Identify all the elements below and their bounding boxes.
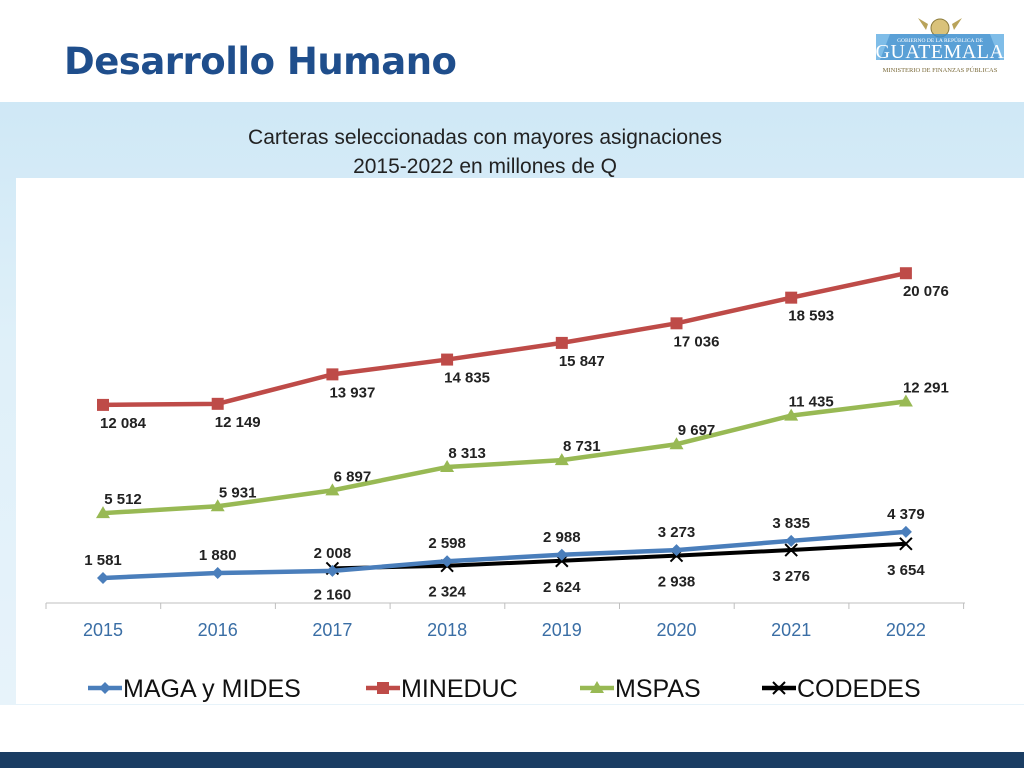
- x-axis: 2015 2016 2017 2018 2019 2020 2021 2022: [45, 602, 965, 640]
- legend-label: MINEDUC: [401, 675, 518, 703]
- data-point-diamond: [97, 571, 109, 584]
- x-tick-label: 2021: [771, 620, 811, 640]
- data-label: 2 624: [543, 579, 581, 596]
- legend-label: MAGA y MIDES: [123, 675, 301, 703]
- data-point-diamond: [899, 525, 912, 538]
- chart-subtitle: 2015-2022 en millones de Q: [353, 155, 617, 178]
- legend-label: CODEDES: [797, 675, 921, 703]
- data-label: 1 581: [84, 552, 122, 569]
- data-label: 12 291: [903, 379, 949, 396]
- legend-item-maga-y-mides: MAGA y MIDES: [88, 675, 301, 703]
- plot-area: [16, 178, 1024, 704]
- data-point-square: [555, 336, 568, 349]
- x-tick-label: 2016: [198, 620, 238, 640]
- data-label: 2 988: [543, 529, 581, 546]
- data-point-triangle: [554, 453, 569, 466]
- data-point-diamond: [555, 548, 568, 561]
- data-point-square: [326, 368, 339, 381]
- data-point-triangle: [325, 483, 340, 496]
- chart-title-block: Carteras seleccionadas con mayores asign…: [200, 123, 770, 181]
- series-line: [332, 541, 907, 571]
- data-label: 2 598: [428, 535, 466, 552]
- data-point-square: [785, 291, 798, 304]
- data-label: 4 379: [887, 506, 925, 523]
- data-label: 12 149: [215, 414, 261, 431]
- data-label: 6 897: [334, 468, 372, 485]
- x-tick-label: 2019: [542, 620, 582, 640]
- x-tick-label: 2017: [312, 620, 352, 640]
- x-tick-label: 2020: [656, 620, 696, 640]
- data-label: 5 512: [104, 491, 142, 508]
- ministry-logo: GOBIERNO DE LA REPÚBLICA DE GUATEMALA MI…: [870, 12, 1010, 96]
- data-label: 5 931: [219, 484, 257, 501]
- series-mspas: [96, 394, 913, 519]
- series-line: [102, 399, 907, 516]
- data-point-x: [784, 543, 798, 557]
- data-label: 14 835: [444, 370, 490, 387]
- data-point-x: [899, 537, 913, 551]
- legend-item-mspas: MSPAS: [580, 675, 701, 703]
- data-label: 2 324: [428, 584, 466, 601]
- series-codedes: [325, 537, 913, 576]
- data-point-triangle: [440, 460, 455, 473]
- data-label: 20 076: [903, 283, 949, 300]
- data-point-triangle: [96, 506, 110, 519]
- legend: MAGA y MIDES MINEDUC MSPAS CODEDES: [88, 675, 921, 703]
- series-mineduc: [97, 267, 912, 411]
- series-line: [102, 271, 907, 408]
- data-label: 2 160: [314, 586, 352, 603]
- data-label: 1 880: [199, 547, 237, 564]
- footer-bar: [0, 752, 1024, 768]
- logo-line-2: GUATEMALA: [876, 41, 1005, 63]
- data-label: 2 938: [658, 574, 696, 591]
- data-point-triangle: [669, 437, 684, 450]
- data-point-square: [377, 682, 389, 694]
- x-tick-label: 2022: [886, 620, 926, 640]
- data-label: 13 937: [329, 384, 375, 401]
- data-label: 9 697: [678, 422, 716, 439]
- data-point-square: [670, 317, 683, 330]
- logo-line-1: GOBIERNO DE LA REPÚBLICA DE: [897, 36, 984, 44]
- logo-line-3: MINISTERIO DE FINANZAS PÚBLICAS: [883, 66, 998, 74]
- series-line: [102, 529, 907, 581]
- data-point-diamond: [326, 564, 339, 577]
- series-lines: [96, 267, 913, 584]
- chart-title: Carteras seleccionadas con mayores asign…: [248, 126, 722, 149]
- data-label: 17 036: [674, 333, 720, 350]
- data-labels: 12 084 12 149 13 937 14 835 15 847 17 036 18 5…: [84, 283, 949, 603]
- x-tick-label: 2018: [427, 620, 467, 640]
- data-point-diamond: [785, 534, 798, 547]
- data-point-diamond: [99, 682, 111, 694]
- data-label: 15 847: [559, 353, 605, 370]
- data-label: 3 654: [887, 562, 925, 579]
- data-point-triangle: [784, 408, 799, 421]
- x-tick-label: 2015: [83, 620, 123, 640]
- legend-item-mineduc: MINEDUC: [366, 675, 518, 703]
- data-point-square: [211, 397, 224, 410]
- data-label: 8 731: [563, 438, 601, 455]
- data-label: 11 435: [789, 394, 834, 411]
- data-point-diamond: [441, 555, 454, 568]
- data-label: 3 276: [772, 568, 810, 585]
- legend-label: MSPAS: [615, 675, 701, 703]
- data-point-square: [97, 398, 109, 411]
- data-label: 3 835: [772, 515, 810, 532]
- series-maga-y-mides: [97, 525, 912, 584]
- data-point-diamond: [670, 544, 683, 557]
- data-label: 8 313: [448, 445, 486, 462]
- data-point-triangle: [590, 681, 604, 693]
- data-point-square: [441, 353, 454, 366]
- data-label: 18 593: [788, 308, 834, 325]
- page-title: Desarrollo Humano: [64, 40, 457, 83]
- data-label: 3 273: [658, 524, 696, 541]
- legend-item-codedes: CODEDES: [762, 675, 921, 703]
- data-label: 12 084: [100, 415, 147, 432]
- data-point-triangle: [898, 394, 913, 407]
- data-label: 2 008: [314, 545, 352, 562]
- data-point-triangle: [210, 499, 225, 512]
- data-point-x: [772, 681, 786, 695]
- data-point-diamond: [211, 567, 224, 580]
- data-point-square: [899, 267, 912, 280]
